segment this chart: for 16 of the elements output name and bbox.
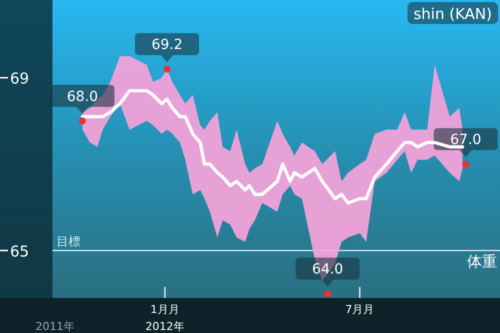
- x-tick-label: 1月月 2012年: [145, 303, 184, 333]
- point: [462, 160, 470, 168]
- x-tick-label: 7月月: [345, 303, 374, 316]
- data-label: 64.0: [312, 262, 344, 278]
- data-label: 68.0: [66, 88, 98, 105]
- point: [324, 290, 332, 298]
- point: [164, 66, 171, 73]
- data-label: 69.2: [151, 37, 183, 54]
- annotation: 体重: [467, 252, 497, 270]
- ref-line-label: 目標: [56, 234, 80, 248]
- text: 2011年: [36, 320, 74, 333]
- y-tick-label: 65: [10, 242, 30, 260]
- point: [78, 117, 86, 124]
- data-label: 67.0: [450, 132, 482, 148]
- y-tick-label: 69: [10, 70, 30, 88]
- chart-title: shin (KAN): [413, 5, 492, 23]
